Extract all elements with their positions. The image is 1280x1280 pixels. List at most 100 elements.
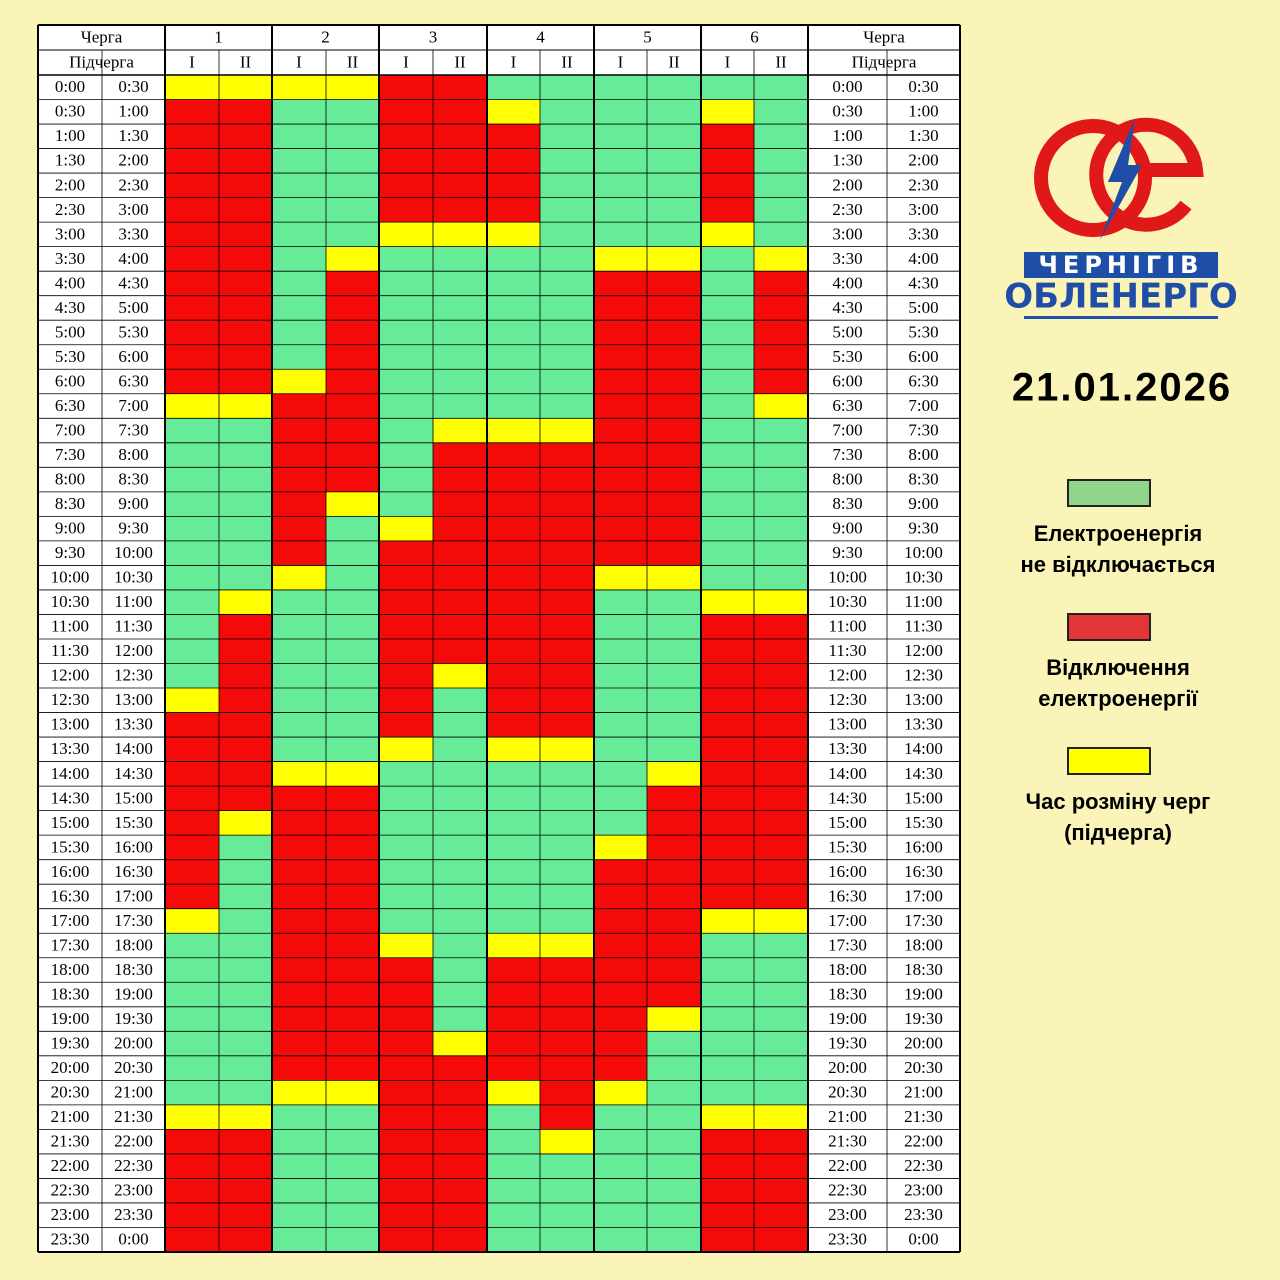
time-end: 14:00 xyxy=(114,739,153,758)
cell xyxy=(594,320,647,345)
legend-label: не відключається xyxy=(1021,552,1216,577)
subqueue-label: II xyxy=(240,52,252,71)
cell xyxy=(379,320,433,345)
cell xyxy=(754,933,808,958)
cell xyxy=(540,271,594,296)
cell xyxy=(487,933,540,958)
time-end: 16:30 xyxy=(904,862,943,881)
cell xyxy=(433,246,487,272)
time-end: 1:30 xyxy=(908,126,938,145)
cell xyxy=(487,589,540,615)
cell xyxy=(594,418,647,443)
cell xyxy=(165,197,219,223)
time-start: 17:30 xyxy=(51,935,90,954)
cell xyxy=(272,1104,326,1130)
cell xyxy=(272,320,326,345)
time-end: 12:30 xyxy=(114,666,153,685)
time-end: 9:00 xyxy=(908,494,938,513)
cell xyxy=(165,1202,219,1228)
cell xyxy=(379,1129,433,1154)
cell xyxy=(219,271,272,296)
time-start: 0:30 xyxy=(55,102,85,121)
cell xyxy=(219,761,272,787)
cell xyxy=(272,712,326,738)
cell xyxy=(701,957,754,983)
cell xyxy=(701,99,754,125)
time-end: 13:30 xyxy=(114,715,153,734)
cell xyxy=(165,737,219,762)
cell xyxy=(754,1129,808,1154)
cell xyxy=(272,344,326,370)
time-end: 14:30 xyxy=(904,764,943,783)
cell xyxy=(379,859,433,885)
time-end: 11:30 xyxy=(904,617,942,636)
cell xyxy=(379,197,433,223)
time-end: 12:30 xyxy=(904,666,943,685)
cell xyxy=(754,418,808,443)
cell xyxy=(540,173,594,198)
time-start: 12:30 xyxy=(828,690,867,709)
cell xyxy=(487,761,540,787)
time-start: 1:00 xyxy=(832,126,862,145)
cell xyxy=(540,467,594,492)
subqueue-label: II xyxy=(347,52,359,71)
cell xyxy=(433,933,487,958)
cell xyxy=(326,1080,379,1105)
cell xyxy=(165,344,219,370)
cell xyxy=(540,344,594,370)
subqueue-label: I xyxy=(511,52,517,71)
cell xyxy=(754,688,808,713)
time-end: 17:30 xyxy=(904,911,943,930)
time-end: 19:30 xyxy=(904,1009,943,1028)
time-end: 2:30 xyxy=(118,175,148,194)
cell xyxy=(594,1055,647,1081)
cell xyxy=(647,1153,701,1179)
time-start: 22:30 xyxy=(51,1181,90,1200)
subqueue-label: I xyxy=(403,52,409,71)
cell xyxy=(487,1104,540,1130)
cell xyxy=(487,491,540,517)
legend-label: Відключення xyxy=(1046,655,1190,680)
cell xyxy=(754,1031,808,1056)
cell xyxy=(540,197,594,223)
subqueue-label: I xyxy=(618,52,624,71)
cell xyxy=(219,957,272,983)
time-start: 6:00 xyxy=(832,371,862,390)
time-start: 6:30 xyxy=(832,396,862,415)
cell xyxy=(594,148,647,174)
time-start: 23:00 xyxy=(828,1205,867,1224)
cell xyxy=(487,859,540,885)
cell xyxy=(272,638,326,664)
cell xyxy=(379,295,433,321)
cell xyxy=(594,295,647,321)
cell xyxy=(379,271,433,296)
time-end: 0:00 xyxy=(118,1230,148,1249)
cell xyxy=(540,859,594,885)
cell xyxy=(594,810,647,836)
time-end: 16:00 xyxy=(904,837,943,856)
time-end: 3:00 xyxy=(118,200,148,219)
cell xyxy=(701,589,754,615)
cell xyxy=(165,957,219,983)
cell xyxy=(219,197,272,223)
cell xyxy=(701,663,754,689)
cell xyxy=(272,271,326,296)
logo-underline xyxy=(1024,316,1218,319)
cell xyxy=(326,124,379,149)
time-start: 14:30 xyxy=(51,788,90,807)
cell xyxy=(540,737,594,762)
cell xyxy=(219,1227,272,1252)
cell xyxy=(754,516,808,541)
time-end: 4:30 xyxy=(118,273,148,292)
cell xyxy=(594,859,647,885)
cell xyxy=(754,393,808,419)
cell xyxy=(647,320,701,345)
cell xyxy=(540,418,594,443)
time-end: 5:00 xyxy=(908,298,938,317)
cell xyxy=(754,1153,808,1179)
legend-label: (підчерга) xyxy=(1064,820,1172,845)
cell xyxy=(165,99,219,125)
cell xyxy=(701,1031,754,1056)
cell xyxy=(433,565,487,590)
